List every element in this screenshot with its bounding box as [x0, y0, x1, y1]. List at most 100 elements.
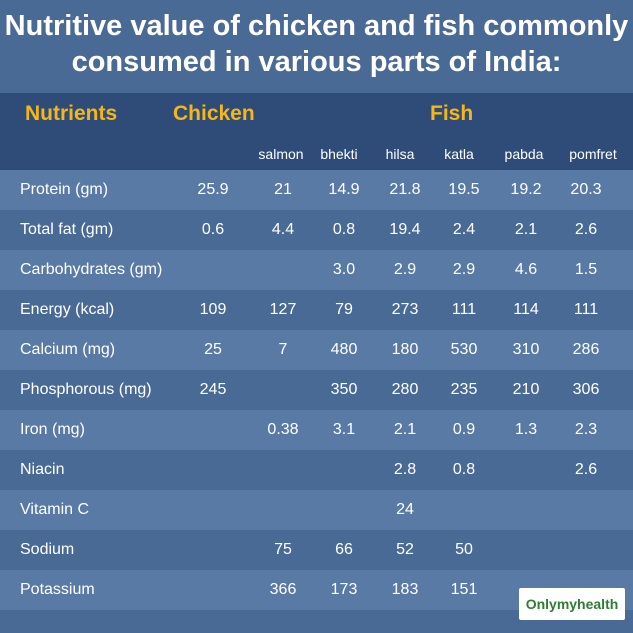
- table-cell: 2.4: [452, 221, 476, 238]
- row-label: Vitamin C: [20, 501, 90, 518]
- table-cell: 530: [450, 341, 478, 358]
- table-cell: 173: [330, 581, 358, 598]
- page-title: Nutritive value of chicken and fish comm…: [0, 8, 633, 80]
- table-cell: [556, 530, 616, 570]
- row-label: Energy (kcal): [20, 301, 115, 318]
- species-label-katla: katla: [444, 146, 474, 162]
- table-cell: 3.1: [332, 421, 356, 438]
- table-cell: 111: [451, 301, 477, 318]
- table-cell: [314, 450, 374, 490]
- table-cell: 24: [396, 501, 414, 518]
- species-label-salmon: salmon: [258, 146, 304, 162]
- table-cell: 0.6: [201, 221, 225, 238]
- table-cell: [183, 490, 243, 530]
- table-cell: 7: [278, 341, 288, 358]
- table-cell: [496, 530, 556, 570]
- table-row: Sodium 75 66 52 50: [0, 530, 633, 570]
- table-cell: 0.8: [452, 461, 476, 478]
- table-cell: 3.0: [332, 261, 356, 278]
- species-label-bhekti: bhekti: [320, 146, 358, 162]
- row-label: Iron (mg): [20, 421, 85, 438]
- table-cell: [183, 530, 243, 570]
- table-header-band: [0, 93, 633, 171]
- table-cell: 1.5: [574, 261, 598, 278]
- table-cell: [496, 450, 556, 490]
- table-cell: 2.8: [393, 461, 417, 478]
- table-cell: [253, 450, 313, 490]
- table-cell: 2.9: [393, 261, 417, 278]
- table-cell: 19.2: [510, 181, 542, 198]
- table-cell: 52: [396, 541, 414, 558]
- row-label: Calcium (mg): [20, 341, 116, 358]
- table-row: Niacin 2.8 0.8 2.6: [0, 450, 633, 490]
- table-cell: 75: [274, 541, 292, 558]
- table-cell: 25.9: [197, 181, 229, 198]
- table-cell: [556, 490, 616, 530]
- table-row: Vitamin C 24: [0, 490, 633, 530]
- fish-header: Fish: [430, 102, 474, 125]
- table-cell: 19.4: [389, 221, 421, 238]
- table-cell: 0.9: [452, 421, 476, 438]
- table-cell: 1.3: [514, 421, 538, 438]
- table-cell: 114: [513, 301, 539, 318]
- table-cell: 2.3: [574, 421, 598, 438]
- table-cell: 4.6: [514, 261, 538, 278]
- title-line-1: Nutritive value of chicken and fish comm…: [4, 10, 629, 42]
- table-cell: [183, 410, 243, 450]
- table-cell: [253, 250, 313, 290]
- table-row: Total fat (gm) 0.6 4.4 0.8 19.4 2.4 2.1 2.6: [0, 210, 633, 250]
- table-cell: 151: [450, 581, 478, 598]
- table-cell: 127: [269, 301, 297, 318]
- table-cell: 245: [199, 381, 227, 398]
- table-cell: [253, 490, 313, 530]
- chicken-header: Chicken: [173, 102, 255, 125]
- table-row: Phosphorous (mg) 245 350 280 235 210 306: [0, 370, 633, 410]
- table-cell: 111: [573, 301, 599, 318]
- row-label: Protein (gm): [20, 181, 109, 198]
- table-cell: 79: [335, 301, 353, 318]
- table-cell: 310: [512, 341, 540, 358]
- table-row: Carbohydrates (gm) 3.0 2.9 2.9 4.6 1.5: [0, 250, 633, 290]
- table-cell: 366: [269, 581, 297, 598]
- table-row: Energy (kcal) 109 127 79 273 111 114 111: [0, 290, 633, 330]
- table-cell: 66: [335, 541, 353, 558]
- table-cell: 20.3: [570, 181, 602, 198]
- table-cell: 480: [330, 341, 358, 358]
- table-cell: 2.6: [574, 461, 598, 478]
- table-cell: 0.38: [267, 421, 299, 438]
- table-cell: 19.5: [448, 181, 480, 198]
- table-cell: 109: [199, 301, 227, 318]
- table-row: Iron (mg) 0.38 3.1 2.1 0.9 1.3 2.3: [0, 410, 633, 450]
- nutrients-header: Nutrients: [25, 102, 118, 125]
- table-cell: 306: [572, 381, 600, 398]
- onlymyhealth-logo: Onlymyhealth: [519, 588, 625, 620]
- table-cell: [314, 490, 374, 530]
- table-cell: 2.9: [452, 261, 476, 278]
- title-line-2: consumed in various parts of India:: [71, 46, 562, 78]
- table-row: Protein (gm) 25.9 21 14.9 21.8 19.5 19.2 20.3: [0, 170, 633, 210]
- row-label: Total fat (gm): [20, 221, 114, 238]
- table-cell: 2.1: [514, 221, 538, 238]
- table-cell: 50: [455, 541, 473, 558]
- table-cell: 25: [204, 341, 222, 358]
- table-cell: 286: [572, 341, 600, 358]
- table-cell: 4.4: [271, 221, 295, 238]
- species-label-pabda: pabda: [504, 146, 544, 162]
- table-cell: 21.8: [389, 181, 421, 198]
- table-cell: 14.9: [328, 181, 360, 198]
- table-cell: 273: [391, 301, 419, 318]
- row-label: Phosphorous (mg): [20, 381, 152, 398]
- table-cell: 280: [391, 381, 419, 398]
- row-label: Niacin: [20, 461, 65, 478]
- row-label: Carbohydrates (gm): [20, 261, 163, 278]
- row-label: Sodium: [20, 541, 75, 558]
- table-cell: 2.6: [574, 221, 598, 238]
- table-cell: 183: [391, 581, 419, 598]
- table-cell: [434, 490, 494, 530]
- table-cell: 350: [330, 381, 358, 398]
- table-cell: [183, 450, 243, 490]
- table-cell: 180: [391, 341, 419, 358]
- table-cell: 0.8: [332, 221, 356, 238]
- table-cell: [496, 490, 556, 530]
- table-cell: 210: [512, 381, 540, 398]
